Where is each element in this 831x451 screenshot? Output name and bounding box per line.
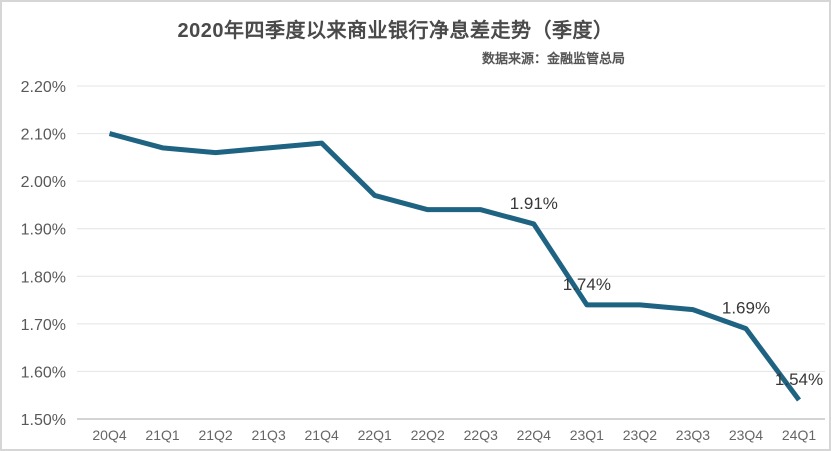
y-tick-label: 1.50% [21,412,66,429]
x-tick-label: 23Q2 [623,427,657,443]
y-tick-label: 2.10% [21,127,66,144]
y-tick-label: 1.60% [21,364,66,381]
y-tick-label: 2.00% [21,174,66,191]
y-tick-label: 2.20% [21,79,66,96]
x-tick-label: 20Q4 [92,427,126,443]
x-tick-label: 22Q4 [517,427,551,443]
point-label: 1.69% [722,299,770,318]
nim-series-line [108,131,802,402]
y-tick-label: 1.70% [21,317,66,334]
chart-title: 2020年四季度以来商业银行净息差走势（季度） [177,20,614,42]
x-tick-label: 21Q2 [198,427,232,443]
point-label: 1.91% [510,194,558,213]
x-tick-label: 22Q1 [358,427,392,443]
y-tick-label: 1.80% [21,269,66,286]
y-tick-label: 1.90% [21,222,66,239]
x-tick-label: 21Q3 [251,427,285,443]
data-source-note: 数据来源：金融监管总局 [482,51,626,66]
x-tick-label: 23Q4 [729,427,763,443]
x-tick-label: 22Q2 [411,427,445,443]
x-tick-label: 21Q4 [305,427,339,443]
x-tick-label: 23Q3 [676,427,710,443]
x-tick-label: 24Q1 [782,427,816,443]
x-tick-label: 23Q1 [570,427,604,443]
point-label: 1.74% [563,275,611,294]
x-tick-label: 21Q1 [145,427,179,443]
point-label: 1.54% [775,370,823,389]
x-tick-label: 22Q3 [464,427,498,443]
